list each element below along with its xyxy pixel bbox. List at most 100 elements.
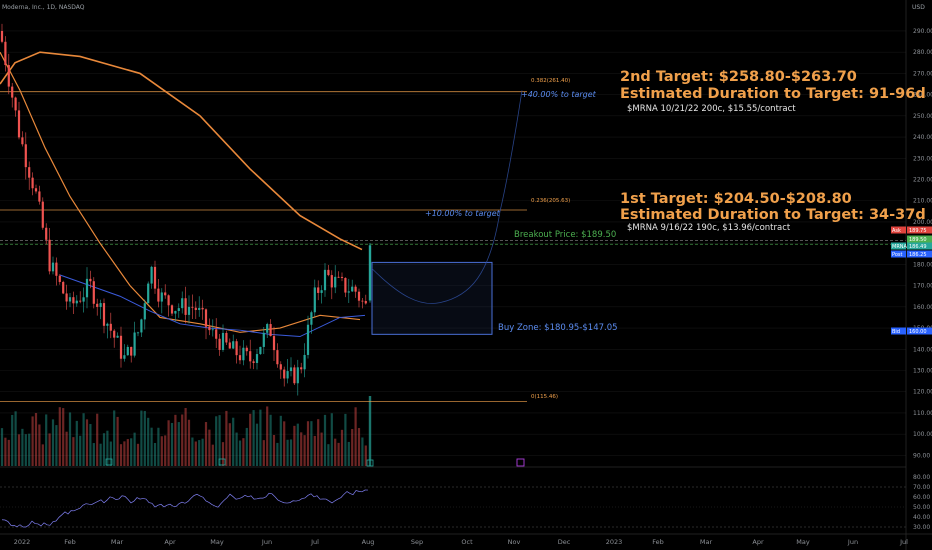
volume-bar — [116, 416, 119, 466]
candle-body — [143, 303, 146, 320]
candle-body — [58, 275, 61, 282]
candle-body — [320, 290, 323, 293]
volume-bar — [215, 416, 218, 466]
buy-zone-box[interactable] — [371, 261, 493, 335]
time-tick-label: May — [796, 538, 810, 546]
volume-bar — [96, 413, 99, 466]
price-tick-label: 220.00 — [913, 177, 932, 184]
time-tick-label: Mar — [111, 538, 124, 546]
currency-label: USD — [912, 4, 925, 11]
candle-body — [255, 354, 259, 363]
candle-body — [354, 286, 357, 292]
volume-bar — [187, 419, 191, 466]
volume-bar — [85, 419, 89, 466]
price-tag-value: 160.00 — [909, 329, 927, 335]
candle-body — [38, 191, 41, 202]
candle-body — [116, 335, 119, 338]
candle-body — [136, 332, 140, 334]
candle-body — [306, 324, 310, 355]
price-tick-label: 130.00 — [913, 368, 932, 375]
volume-bar — [245, 427, 248, 466]
volume-bar — [262, 440, 265, 466]
candle-body — [300, 367, 303, 370]
volume-bar — [14, 411, 17, 466]
earnings-marker-icon[interactable] — [516, 458, 525, 467]
fib-0-label: 0(115.46) — [531, 394, 558, 400]
volume-bar — [136, 443, 140, 466]
candle-body — [357, 291, 361, 301]
candle-body — [177, 308, 180, 312]
price-tick-label: 90.00 — [913, 452, 930, 459]
price-tick-label: 200.00 — [913, 219, 932, 226]
volume-bar — [279, 415, 282, 466]
volume-bar — [225, 410, 228, 466]
candle-body — [164, 292, 167, 296]
candle-body — [194, 307, 197, 310]
candle-body — [133, 332, 136, 356]
candle-body — [85, 278, 89, 298]
time-tick-label: Nov — [508, 538, 521, 546]
volume-bar — [21, 428, 24, 466]
candle-body — [293, 367, 296, 384]
volume-bar — [143, 410, 146, 466]
fib-0382-label: 0.382(261.40) — [531, 78, 570, 84]
rsi-tick-label: 50.00 — [913, 504, 930, 511]
volume-bar — [4, 437, 7, 466]
candles — [0, 23, 372, 396]
candle-body — [228, 342, 231, 349]
price-tag-value: 186.25 — [909, 252, 927, 258]
volume-bar — [208, 429, 211, 466]
candle-body — [334, 276, 337, 288]
candle-body — [157, 288, 160, 302]
projection-path — [371, 90, 523, 304]
candle-body — [51, 262, 55, 272]
event-marker-icon[interactable] — [366, 459, 374, 467]
volume-bar — [184, 407, 187, 466]
volume-bar — [198, 440, 201, 466]
volume-bar — [72, 437, 75, 466]
volume-bar — [55, 425, 58, 466]
time-tick-label: Jun — [847, 538, 858, 546]
volume-bar — [92, 443, 95, 466]
price-tag-name-text: MRNA — [892, 244, 908, 250]
candle-body — [140, 319, 143, 333]
candle-body — [150, 266, 153, 284]
rsi-panel: 30.00 40.00 50.00 60.00 70.00 80.00 — [0, 474, 930, 531]
volume-bar — [68, 412, 72, 466]
price-tick-label: 240.00 — [913, 134, 932, 141]
event-marker-icon[interactable] — [105, 458, 113, 466]
volume-bar — [150, 427, 153, 466]
candle-body — [249, 351, 252, 362]
volume-bar — [24, 434, 27, 466]
time-tick-label: May — [210, 538, 224, 546]
price-tick-label: 270.00 — [913, 70, 932, 77]
price-tick-label: 100.00 — [913, 431, 932, 438]
candle-body — [296, 367, 299, 384]
target1-option: $MRNA 9/16/22 190c, $13.96/contract — [627, 223, 791, 233]
volume-bar — [357, 428, 361, 466]
volume-bar — [34, 413, 38, 466]
event-marker-icon[interactable] — [218, 458, 226, 466]
candle-body — [181, 298, 184, 309]
candle-body — [99, 303, 102, 307]
volume-bar — [317, 419, 320, 466]
volume-bar — [293, 425, 296, 466]
candle-body — [208, 326, 211, 331]
volume-bar — [211, 444, 214, 466]
time-tick-label: Feb — [64, 538, 76, 546]
volume-bar — [194, 441, 197, 466]
volume-bar — [164, 435, 167, 466]
volume-bar — [269, 414, 272, 466]
candle-body — [330, 275, 333, 288]
volume-bar — [28, 433, 31, 466]
volume-bar — [170, 422, 174, 466]
candle-body — [65, 293, 68, 302]
candle-body — [34, 188, 38, 192]
volume-bar — [48, 433, 51, 466]
candle-body — [0, 30, 4, 42]
time-axis[interactable]: 2022 Feb Mar Apr May Jun Jul Aug Sep Oct Nov Dec 202… — [0, 533, 932, 546]
volume-bar — [58, 407, 61, 466]
volume-bar — [102, 433, 106, 466]
volume-bar — [313, 435, 316, 466]
